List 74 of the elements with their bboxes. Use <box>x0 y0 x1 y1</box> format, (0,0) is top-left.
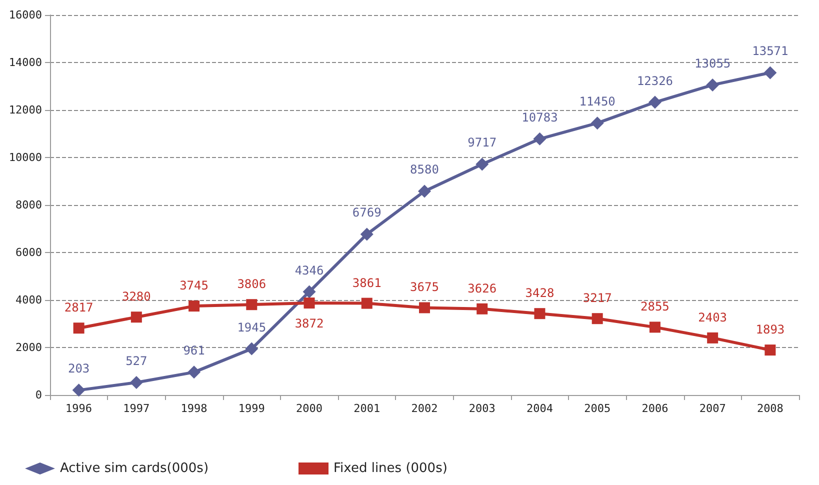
x-tick-label: 2006 <box>642 402 668 415</box>
data-label: 9717 <box>468 136 497 150</box>
data-label: 3428 <box>525 286 554 300</box>
y-tick-label: 16000 <box>8 8 42 22</box>
data-label: 961 <box>183 344 205 358</box>
data-label: 3626 <box>468 281 497 296</box>
x-tick-label: 1996 <box>66 402 92 415</box>
data-label: 12326 <box>636 74 674 88</box>
y-tick-label: 10000 <box>8 151 42 164</box>
point <box>476 303 488 314</box>
data-label: 11450 <box>579 94 616 109</box>
data-label: 1945 <box>237 320 266 334</box>
y-tick-label: 0 <box>35 388 42 402</box>
legend-label: Fixed lines (000s) <box>334 461 448 476</box>
data-label: 13571 <box>752 44 788 58</box>
point <box>590 116 604 130</box>
data-label: 6769 <box>352 206 382 220</box>
x-tick-label: 1999 <box>238 402 265 415</box>
point <box>130 312 142 323</box>
data-label: 1893 <box>756 322 785 337</box>
point <box>592 313 603 324</box>
point <box>360 228 374 241</box>
y-tick-label: 14000 <box>8 56 42 69</box>
point <box>649 322 660 333</box>
point <box>764 344 776 356</box>
point <box>302 285 316 298</box>
point <box>764 66 777 80</box>
point <box>361 298 372 309</box>
x-tick-label: 2002 <box>411 402 438 415</box>
x-tick-label: 2005 <box>584 402 611 415</box>
data-label: 2817 <box>64 300 94 315</box>
data-label: 10783 <box>522 110 558 124</box>
point <box>72 384 86 397</box>
data-label: 3280 <box>122 290 151 304</box>
y-tick-label: 6000 <box>16 246 42 259</box>
x-tick-label: 1997 <box>123 402 150 415</box>
point <box>706 78 720 92</box>
data-label: 4346 <box>294 263 324 278</box>
point <box>707 332 718 344</box>
point <box>73 322 84 334</box>
point <box>534 308 546 320</box>
y-tick-label: 2000 <box>16 341 42 354</box>
data-label: 3675 <box>410 280 439 294</box>
data-label: 203 <box>68 362 90 376</box>
x-tick-label: 2000 <box>296 402 323 415</box>
x-tick-label: 2007 <box>699 402 726 415</box>
y-tick-label: 8000 <box>16 198 42 212</box>
x-tick-label: 2008 <box>756 402 784 415</box>
data-label: 3861 <box>352 276 382 290</box>
point <box>304 298 315 309</box>
data-label: 527 <box>126 354 148 368</box>
data-label: 8580 <box>410 162 439 177</box>
x-tick-label: 2001 <box>354 402 380 415</box>
x-tick-label: 2003 <box>468 402 496 415</box>
point <box>245 342 258 356</box>
point <box>130 376 143 389</box>
y-tick-label: 4000 <box>16 294 42 306</box>
point <box>188 300 200 312</box>
point <box>648 96 662 109</box>
point <box>418 184 431 198</box>
data-label: 3872 <box>294 316 324 331</box>
point <box>188 366 201 379</box>
x-tick-label: 1998 <box>180 402 208 415</box>
point <box>533 132 546 146</box>
point <box>419 302 430 314</box>
point <box>246 299 258 310</box>
legend-label: Active sim cards(000s) <box>60 461 209 476</box>
data-label: 2855 <box>640 300 670 314</box>
data-label: 3806 <box>237 277 266 292</box>
point <box>476 158 489 171</box>
data-label: 3745 <box>180 278 208 293</box>
x-tick-label: 2004 <box>526 402 554 415</box>
y-tick-label: 12000 <box>8 104 42 116</box>
data-label: 2403 <box>698 310 728 324</box>
